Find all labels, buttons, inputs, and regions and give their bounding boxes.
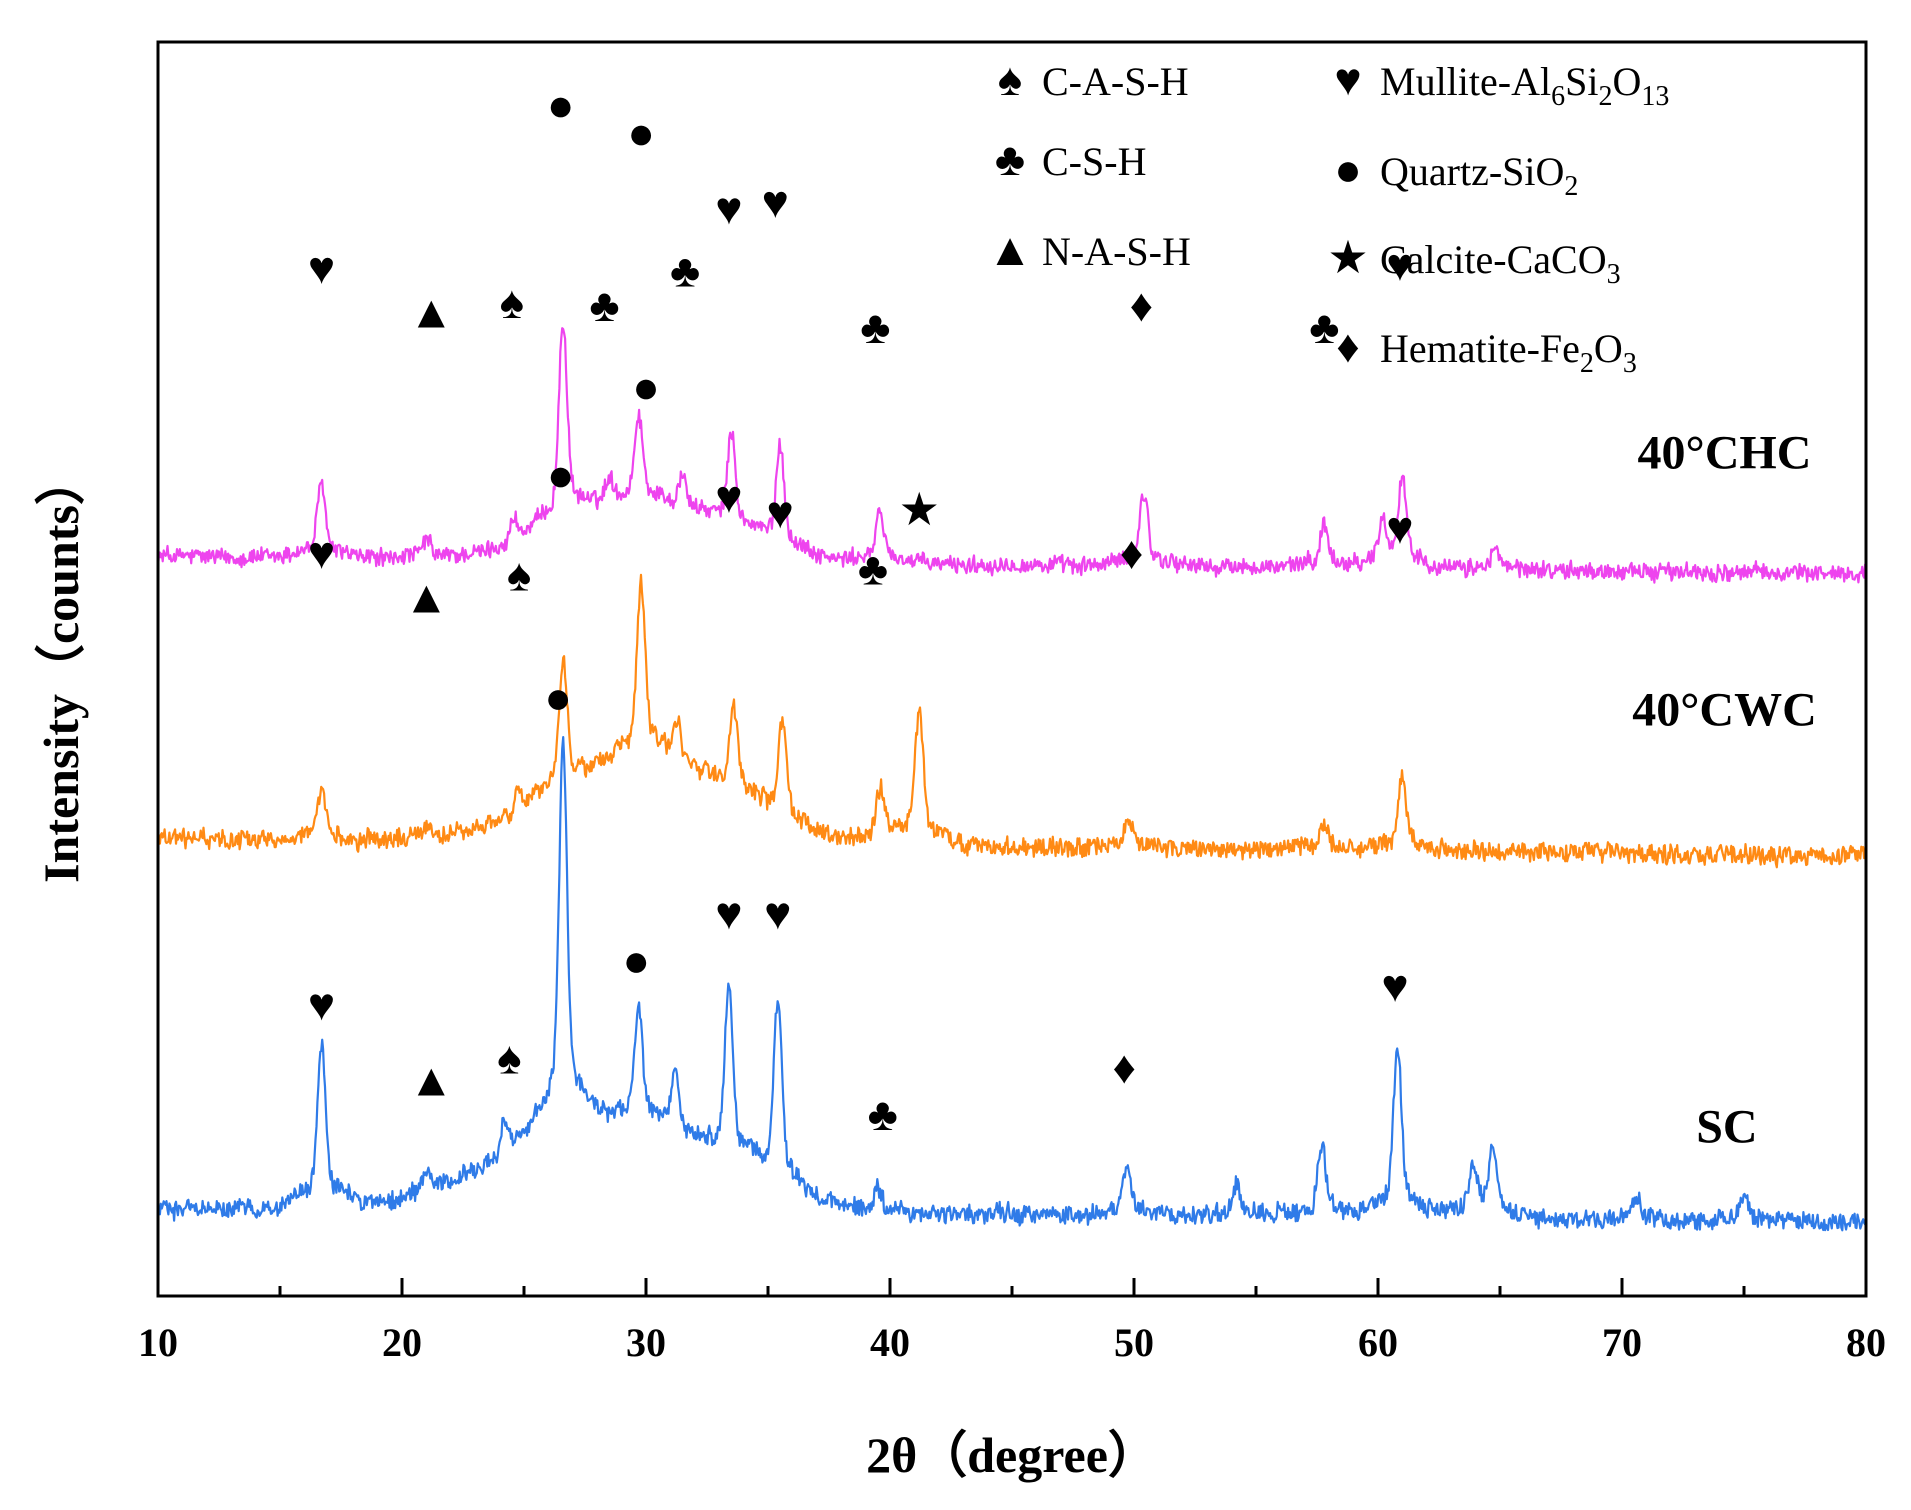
circle-legend-icon: ●	[1334, 144, 1362, 195]
series-label: SC	[1696, 1100, 1757, 1153]
club-marker-icon: ♣	[670, 246, 700, 297]
legend-entry: ● Quartz-SiO2	[1334, 144, 1578, 202]
heart-marker-icon: ♥	[764, 888, 791, 939]
circle-marker-icon: ●	[547, 449, 575, 500]
series-label: 40°CWC	[1632, 683, 1817, 736]
triangle-legend-icon: ▲	[987, 224, 1033, 275]
spade-marker-icon: ♠	[500, 277, 524, 328]
heart-marker-icon: ♥	[762, 177, 789, 228]
diamond-legend-icon: ♦	[1336, 321, 1359, 372]
club-marker-icon: ♣	[589, 280, 619, 331]
club-marker-icon: ♣	[868, 1089, 898, 1140]
x-axis-title: 2θ（degree）	[866, 1427, 1158, 1483]
heart-marker-icon: ♥	[1386, 239, 1413, 290]
x-tick-label: 20	[382, 1320, 422, 1365]
diamond-marker-icon: ♦	[1130, 280, 1153, 331]
spade-marker-icon: ♠	[507, 550, 531, 601]
triangle-marker-icon: ▲	[409, 286, 455, 337]
legend-label: Mullite-Al6Si2O13	[1380, 59, 1669, 112]
series-labels: 40°CHC 40°CWC SC	[1632, 426, 1817, 1153]
legend-entry: ♦ Hematite-Fe2O3	[1336, 321, 1637, 379]
legend-entry: ▲ N-A-S-H	[987, 224, 1191, 275]
legend-label: C-S-H	[1042, 139, 1146, 184]
trace-line	[156, 573, 1867, 869]
x-tick-label: 10	[138, 1320, 178, 1365]
legend-entry: ★ Calcite-CaCO3	[1327, 232, 1620, 290]
club-marker-icon: ♣	[860, 302, 890, 353]
trace-line	[157, 736, 1868, 1232]
x-tick-label: 80	[1846, 1320, 1886, 1365]
heart-legend-icon: ♥	[1334, 54, 1361, 105]
triangle-marker-icon: ▲	[409, 1054, 455, 1105]
diamond-marker-icon: ♦	[1120, 528, 1143, 579]
trace-line	[156, 327, 1868, 584]
x-tick-label: 70	[1602, 1320, 1642, 1365]
legend-label: Hematite-Fe2O3	[1380, 326, 1637, 379]
heart-marker-icon: ♥	[1381, 960, 1408, 1011]
x-tick-label: 40	[870, 1320, 910, 1365]
club-legend-icon: ♣	[995, 134, 1025, 185]
heart-marker-icon: ♥	[715, 471, 742, 522]
legend: ♠ C-A-S-H♣ C-S-H▲ N-A-S-H♥ Mullite-Al6Si2O13…	[987, 54, 1669, 379]
triangle-marker-icon: ▲	[404, 572, 450, 623]
heart-marker-icon: ♥	[767, 487, 794, 538]
x-axis-ticks: 10 20 30 40 50 60 70 80	[138, 1278, 1886, 1365]
heart-marker-icon: ♥	[715, 888, 742, 939]
diamond-marker-icon: ♦	[1112, 1042, 1135, 1093]
legend-entry: ♥ Mullite-Al6Si2O13	[1334, 54, 1669, 112]
legend-label: C-A-S-H	[1042, 59, 1189, 104]
club-marker-icon: ♣	[1309, 302, 1339, 353]
legend-label: N-A-S-H	[1042, 229, 1191, 274]
heart-marker-icon: ♥	[308, 242, 335, 293]
heart-marker-icon: ♥	[308, 528, 335, 579]
series-label: 40°CHC	[1638, 426, 1812, 479]
circle-marker-icon: ●	[632, 362, 660, 413]
x-tick-label: 30	[626, 1320, 666, 1365]
series-traces	[156, 327, 1868, 1232]
legend-entry: ♣ C-S-H	[995, 134, 1147, 185]
club-marker-icon: ♣	[858, 543, 888, 594]
circle-marker-icon: ●	[544, 672, 572, 723]
x-tick-label: 60	[1358, 1320, 1398, 1365]
legend-entry: ♠ C-A-S-H	[998, 54, 1189, 105]
legend-label: Calcite-CaCO3	[1380, 237, 1621, 290]
spade-legend-icon: ♠	[998, 54, 1022, 105]
circle-marker-icon: ●	[627, 108, 655, 159]
y-axis-title: Intensity（counts）	[33, 455, 89, 883]
star-marker-icon: ★	[899, 484, 940, 535]
peak-markers: ♥▲ ♠●♣●♣♥ ♥♣ ♦ ♣♥♥▲ ♠●●♥ ♥♣★♦ ♥♥▲ ♠●●♥ ♥♣♦♥	[308, 79, 1414, 1139]
x-tick-label: 50	[1114, 1320, 1154, 1365]
spade-marker-icon: ♠	[497, 1032, 521, 1083]
heart-marker-icon: ♥	[1386, 503, 1413, 554]
circle-marker-icon: ●	[622, 935, 650, 986]
star-legend-icon: ★	[1327, 232, 1368, 283]
heart-marker-icon: ♥	[308, 979, 335, 1030]
circle-marker-icon: ●	[547, 79, 575, 130]
heart-marker-icon: ♥	[715, 183, 742, 234]
legend-label: Quartz-SiO2	[1380, 149, 1578, 202]
